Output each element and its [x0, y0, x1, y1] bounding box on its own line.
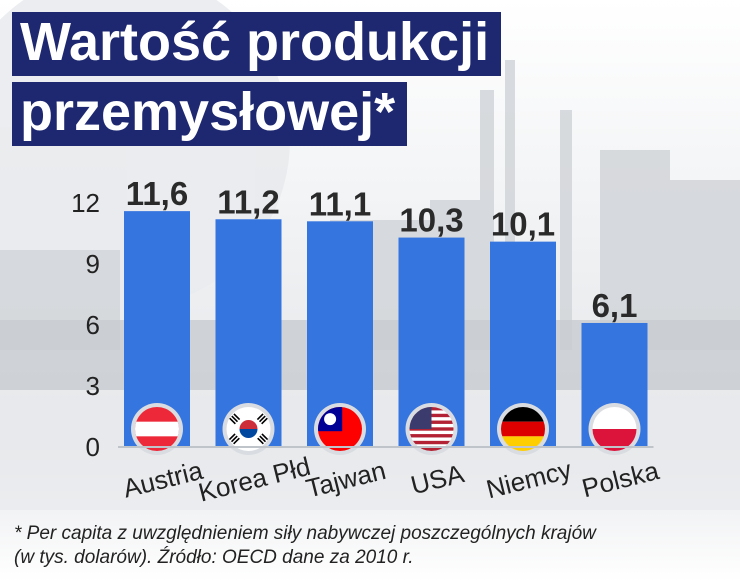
- x-category-label: Niemcy: [483, 454, 574, 504]
- y-tick-label: 6: [86, 310, 100, 340]
- x-category-label: Polska: [579, 455, 663, 503]
- y-tick-label: 0: [86, 432, 100, 462]
- y-tick-label: 3: [86, 371, 100, 401]
- bar-value-label: 11,1: [309, 185, 371, 222]
- footnote-line-2: (w tys. dolarów). Źródło: OECD dane za 2…: [14, 547, 414, 568]
- germany-flag-icon: [497, 403, 549, 455]
- y-tick-label: 12: [71, 188, 100, 218]
- x-category-label: Tajwan: [303, 455, 389, 504]
- bars: 11,6 11,2 11,1 10,3 10,1 6,1: [124, 175, 648, 455]
- bar-value-label: 10,1: [491, 206, 555, 243]
- poland-flag-icon: [588, 403, 641, 455]
- chart-title-line-2: przemysłowej*: [12, 82, 408, 146]
- bar-value-label: 11,6: [126, 175, 188, 212]
- taiwan-flag-icon: [314, 403, 366, 455]
- footnote-line-1: * Per capita z uwzględnieniem siły nabyw…: [14, 523, 596, 544]
- austria-flag-icon: [131, 403, 183, 455]
- x-category-label: USA: [408, 458, 468, 500]
- y-tick-label: 9: [86, 249, 100, 279]
- x-category-label: Korea Płd: [195, 451, 313, 508]
- x-category-label: Austria: [120, 455, 206, 504]
- usa-flag-icon: [405, 403, 458, 455]
- y-axis: 0 3 6 9 12: [71, 188, 100, 462]
- chart-title-line-1: Wartość produkcji: [12, 12, 502, 76]
- footnote: * Per capita z uwzględnieniem siły nabyw…: [14, 522, 734, 570]
- bar-value-label: 11,2: [217, 183, 279, 220]
- bar-value-label: 10,3: [399, 202, 463, 239]
- bar-value-label: 6,1: [592, 287, 638, 324]
- south-korea-flag-icon: [222, 403, 275, 455]
